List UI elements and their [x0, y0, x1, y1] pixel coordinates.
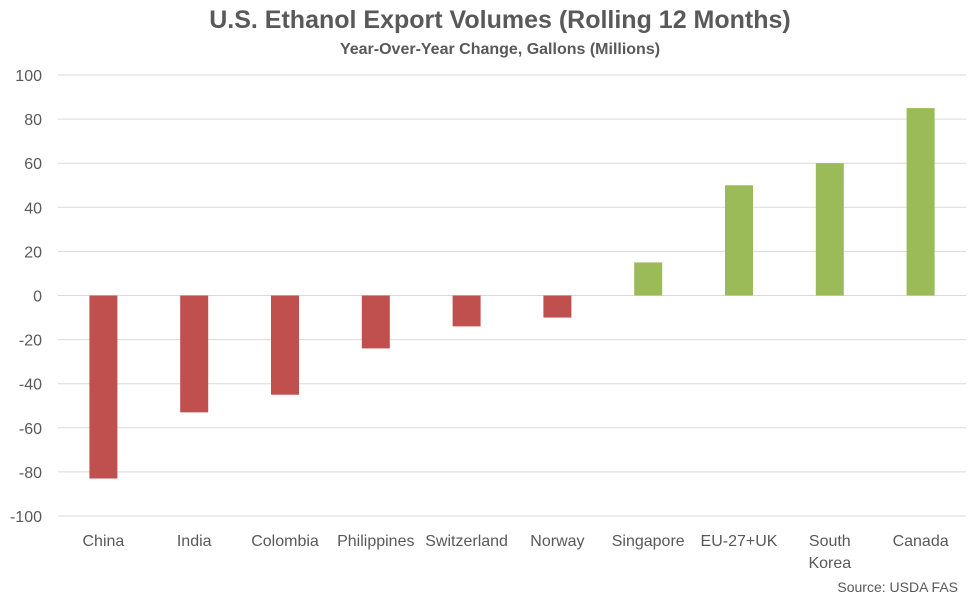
y-tick-label: -100: [10, 509, 42, 526]
source-note: Source: USDA FAS: [837, 579, 958, 595]
bar-norway: [543, 295, 572, 318]
y-tick-label: 40: [24, 200, 42, 217]
x-tick-label: China: [82, 533, 124, 550]
x-tick-label: Canada: [893, 533, 949, 550]
y-tick-label: 60: [24, 156, 42, 173]
bar-canada: [906, 108, 935, 296]
x-tick-label: EU-27+UK: [701, 533, 778, 550]
x-tick-label: Philippines: [337, 533, 414, 550]
y-tick-label: -20: [19, 333, 42, 350]
x-axis-labels: China India Colombia Philippines Switzerland…: [82, 533, 948, 572]
x-tick-label: South Korea: [808, 533, 851, 572]
y-axis-ticks: 100 80 60 40 20 0 -20 -40 -60 -80 -100: [10, 68, 42, 526]
bars: [89, 108, 935, 479]
y-tick-label: 0: [33, 289, 42, 306]
gridlines: [58, 74, 966, 517]
y-tick-label: -40: [19, 377, 42, 394]
y-tick-label: 100: [15, 68, 42, 85]
y-tick-label: 20: [24, 244, 42, 261]
x-tick-label: Singapore: [612, 533, 685, 550]
bar-philippines: [361, 295, 390, 349]
x-tick-label: India: [177, 533, 212, 550]
bar-india: [180, 295, 209, 413]
chart-title: U.S. Ethanol Export Volumes (Rolling 12 …: [209, 6, 791, 34]
bar-switzerland: [452, 295, 481, 327]
bar-eu-27-uk: [725, 185, 753, 296]
bar-singapore: [634, 262, 663, 296]
x-tick-label: Colombia: [251, 533, 319, 550]
y-tick-label: -80: [19, 465, 42, 482]
bar-china: [89, 295, 118, 479]
x-tick-label: Norway: [530, 533, 584, 550]
y-tick-label: 80: [24, 112, 42, 129]
chart-subtitle: Year-Over-Year Change, Gallons (Millions…: [339, 41, 661, 58]
bar-colombia: [271, 295, 299, 395]
y-tick-label: -60: [19, 421, 42, 438]
bar-south-korea: [815, 163, 844, 296]
x-tick-label: Switzerland: [425, 533, 508, 550]
